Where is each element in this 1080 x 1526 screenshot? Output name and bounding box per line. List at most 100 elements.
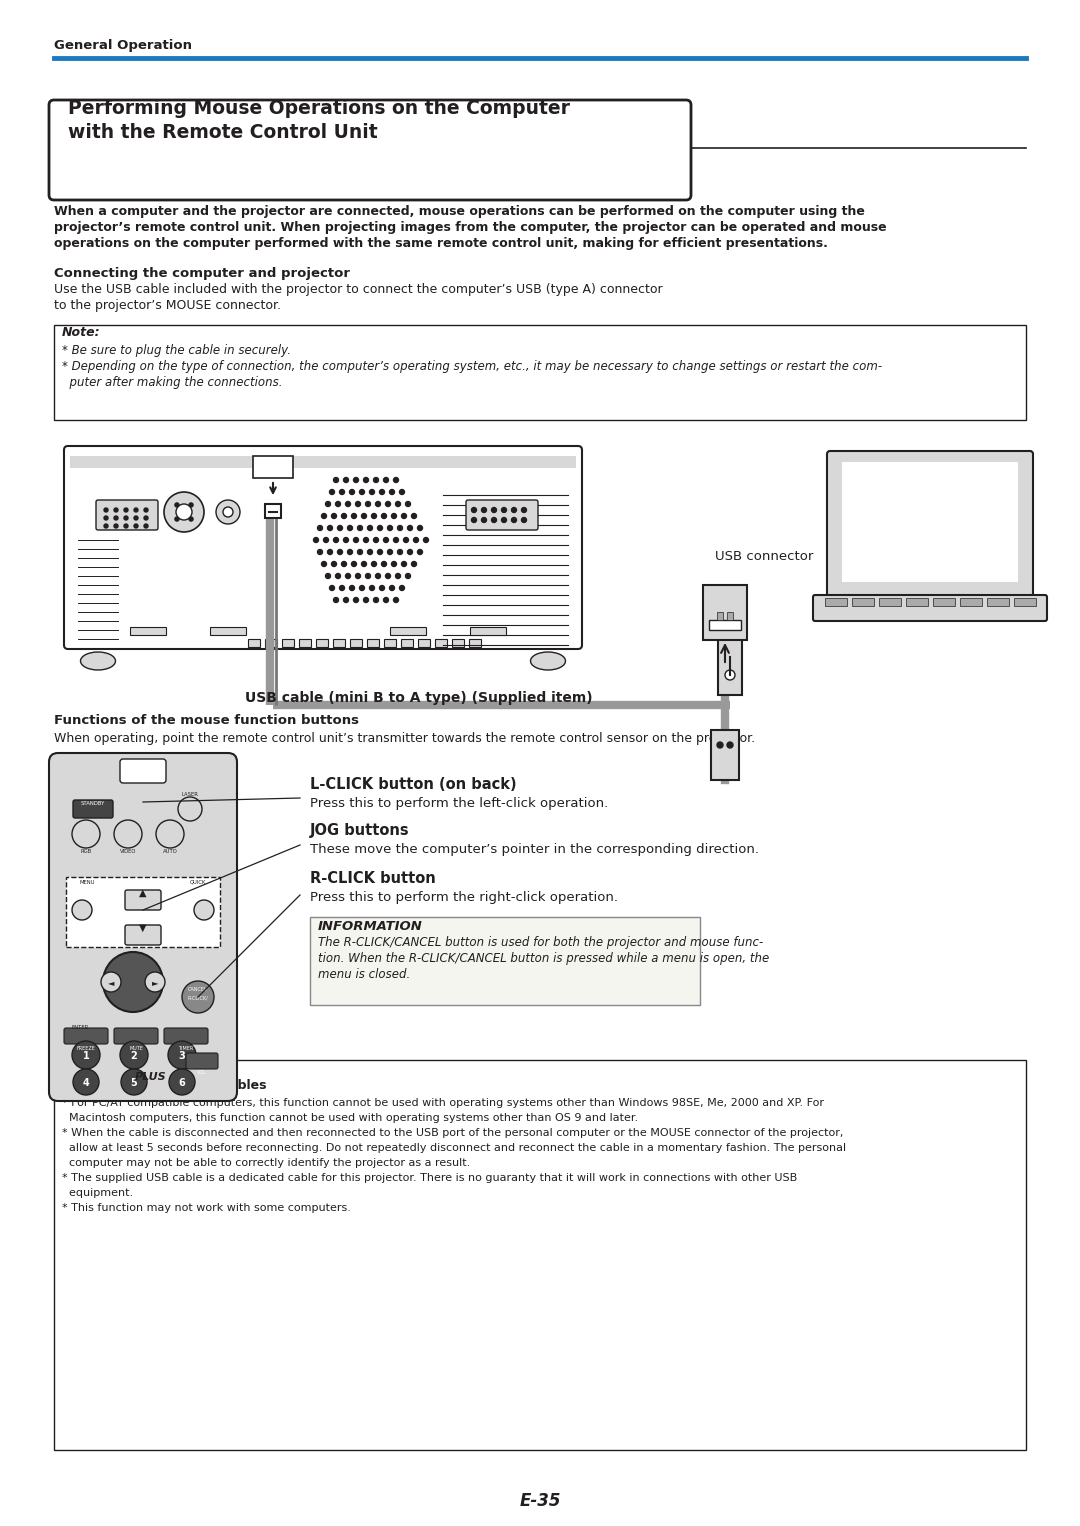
Circle shape xyxy=(512,517,516,522)
Circle shape xyxy=(365,574,370,578)
Circle shape xyxy=(350,586,354,591)
Circle shape xyxy=(400,586,405,591)
Circle shape xyxy=(391,514,396,519)
FancyBboxPatch shape xyxy=(125,890,161,909)
Bar xyxy=(299,639,311,647)
Bar xyxy=(711,729,739,780)
Bar xyxy=(210,627,246,635)
Bar xyxy=(906,598,928,606)
Circle shape xyxy=(376,502,380,507)
Bar xyxy=(1014,598,1036,606)
Circle shape xyxy=(355,502,361,507)
Text: STANDBY: STANDBY xyxy=(81,801,105,806)
Circle shape xyxy=(522,508,527,513)
Circle shape xyxy=(189,517,193,520)
Circle shape xyxy=(327,549,333,554)
Circle shape xyxy=(379,490,384,494)
Bar xyxy=(708,620,741,630)
Circle shape xyxy=(364,478,368,482)
FancyBboxPatch shape xyxy=(186,1053,218,1070)
Text: 5: 5 xyxy=(131,1077,137,1088)
Circle shape xyxy=(369,490,375,494)
Bar xyxy=(879,598,901,606)
Circle shape xyxy=(374,537,378,543)
Circle shape xyxy=(72,1041,100,1070)
Circle shape xyxy=(383,598,389,603)
Text: Press this to perform the left-click operation.: Press this to perform the left-click ope… xyxy=(310,797,608,810)
Circle shape xyxy=(324,537,328,543)
Circle shape xyxy=(318,525,323,531)
Circle shape xyxy=(341,514,347,519)
Circle shape xyxy=(104,508,108,513)
Bar xyxy=(130,627,166,635)
Text: R-CLICK/: R-CLICK/ xyxy=(188,995,208,1000)
Text: MUTE: MUTE xyxy=(130,1045,143,1050)
Text: Note:: Note: xyxy=(62,1064,103,1076)
Circle shape xyxy=(383,478,389,482)
Circle shape xyxy=(134,508,138,513)
FancyBboxPatch shape xyxy=(49,101,691,200)
Circle shape xyxy=(372,562,377,566)
Text: ENTER: ENTER xyxy=(71,1025,89,1030)
Circle shape xyxy=(393,537,399,543)
Bar xyxy=(54,325,1026,420)
Ellipse shape xyxy=(81,652,116,670)
Text: 2: 2 xyxy=(131,1051,137,1061)
Text: TIMER: TIMER xyxy=(178,1045,193,1050)
Circle shape xyxy=(124,516,129,520)
Text: E-35: E-35 xyxy=(519,1492,561,1511)
Text: with the Remote Control Unit: with the Remote Control Unit xyxy=(68,124,378,142)
Circle shape xyxy=(144,516,148,520)
Bar xyxy=(384,639,396,647)
Bar xyxy=(316,639,328,647)
Text: General Operation: General Operation xyxy=(54,40,192,52)
Circle shape xyxy=(175,504,179,507)
Bar xyxy=(66,877,220,948)
Circle shape xyxy=(334,598,338,603)
Text: USB connector: USB connector xyxy=(715,549,813,563)
Text: Press this to perform the right-click operation.: Press this to perform the right-click op… xyxy=(310,891,618,903)
Circle shape xyxy=(386,502,391,507)
Bar xyxy=(265,504,281,517)
Circle shape xyxy=(72,900,92,920)
Circle shape xyxy=(395,502,401,507)
Text: to the projector’s MOUSE connector.: to the projector’s MOUSE connector. xyxy=(54,299,281,311)
Circle shape xyxy=(482,508,486,513)
Bar xyxy=(825,598,847,606)
Circle shape xyxy=(381,514,387,519)
Circle shape xyxy=(362,514,366,519)
Bar xyxy=(253,456,293,478)
Circle shape xyxy=(362,562,366,566)
Circle shape xyxy=(329,586,335,591)
Circle shape xyxy=(501,517,507,522)
Circle shape xyxy=(414,537,419,543)
Bar xyxy=(350,639,362,647)
Circle shape xyxy=(372,514,377,519)
Bar xyxy=(469,639,481,647)
Text: * Depending on the type of connection, the computer’s operating system, etc., it: * Depending on the type of connection, t… xyxy=(62,360,882,372)
Circle shape xyxy=(501,508,507,513)
Circle shape xyxy=(364,598,368,603)
FancyBboxPatch shape xyxy=(114,1029,158,1044)
Circle shape xyxy=(102,972,121,992)
Circle shape xyxy=(134,523,138,528)
Circle shape xyxy=(114,819,141,848)
Text: ▼: ▼ xyxy=(139,923,147,932)
Bar xyxy=(401,639,413,647)
Circle shape xyxy=(411,562,417,566)
Circle shape xyxy=(365,502,370,507)
Circle shape xyxy=(346,574,351,578)
Circle shape xyxy=(383,537,389,543)
Circle shape xyxy=(343,478,349,482)
Circle shape xyxy=(395,574,401,578)
Text: VIDEO: VIDEO xyxy=(120,848,136,855)
Circle shape xyxy=(114,508,118,513)
Circle shape xyxy=(390,490,394,494)
Circle shape xyxy=(104,516,108,520)
Circle shape xyxy=(104,523,108,528)
Text: computer may not be able to correctly identify the projector as a result.: computer may not be able to correctly id… xyxy=(62,1158,470,1167)
Text: These move the computer’s pointer in the corresponding direction.: These move the computer’s pointer in the… xyxy=(310,842,759,856)
Text: menu is closed.: menu is closed. xyxy=(318,967,410,981)
Circle shape xyxy=(348,549,352,554)
Circle shape xyxy=(322,514,326,519)
